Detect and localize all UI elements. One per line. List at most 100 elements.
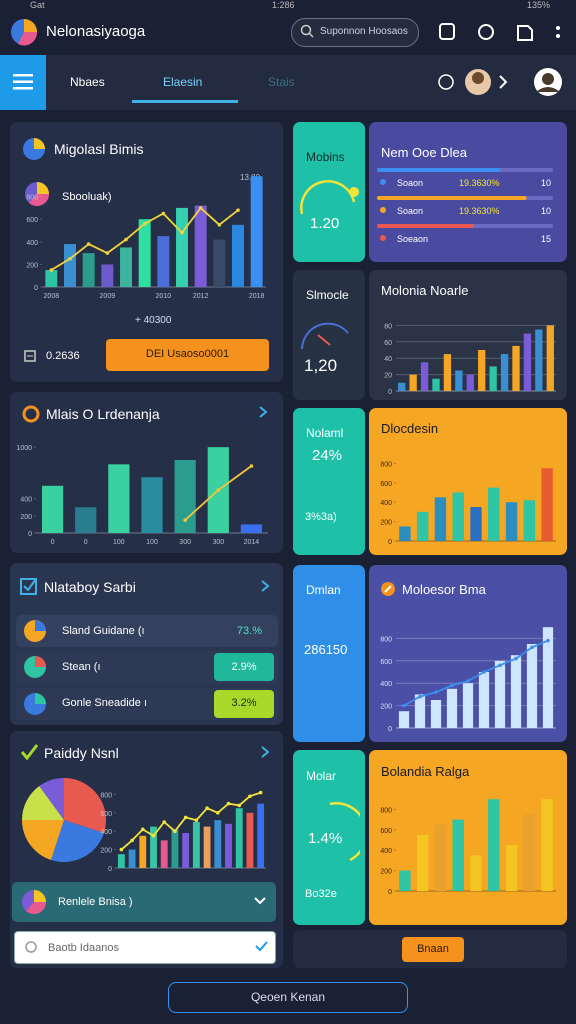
bar xyxy=(523,814,536,891)
sub-icon xyxy=(25,182,50,207)
metric-tile[interactable] xyxy=(293,270,365,400)
card-icon xyxy=(20,744,38,760)
line-point xyxy=(198,206,203,210)
line-point xyxy=(249,464,254,468)
tile-value: 286150 xyxy=(304,642,348,657)
y-tick-label: 0 xyxy=(108,866,112,873)
search-box[interactable] xyxy=(291,18,419,47)
bar xyxy=(488,799,500,891)
row-right: 15 xyxy=(541,234,551,244)
metric-tile[interactable] xyxy=(293,565,365,742)
line-point xyxy=(162,820,167,824)
bar xyxy=(523,333,532,391)
status-time: 1:286 xyxy=(272,0,295,10)
bar xyxy=(455,370,463,391)
nav-tab-active[interactable]: Elaesin xyxy=(163,75,203,89)
button[interactable] xyxy=(402,937,464,962)
bar xyxy=(488,487,500,541)
tile-value: 1.4% xyxy=(308,830,343,847)
bar xyxy=(75,507,97,533)
chart: 0 20 40 60 80 xyxy=(384,323,556,396)
footer-label: Renlele Bnisa ) xyxy=(58,896,133,908)
footer-button[interactable] xyxy=(168,982,408,1013)
bar xyxy=(235,808,243,868)
line-point xyxy=(142,221,147,226)
y-tick-label: 400 xyxy=(380,848,392,855)
bar xyxy=(452,819,464,891)
search-icon xyxy=(300,24,314,38)
button-label: Bnaan xyxy=(417,943,449,955)
bar xyxy=(478,350,486,391)
footer-row[interactable] xyxy=(12,882,276,922)
bar xyxy=(466,374,474,391)
y-tick-label: 200 xyxy=(26,262,38,269)
action-button[interactable] xyxy=(106,339,269,371)
card-icon xyxy=(23,138,45,160)
tile-title: Molar xyxy=(306,769,337,783)
chevron[interactable] xyxy=(258,579,272,593)
bar xyxy=(470,507,482,541)
action-button-label: DEI Usaoso0001 xyxy=(145,348,230,360)
x-tick-label: 300 xyxy=(179,539,191,546)
row-value: 73.% xyxy=(236,625,262,637)
bar xyxy=(489,366,497,391)
row-label: Soaon xyxy=(397,206,423,216)
bar xyxy=(214,820,222,868)
line-point xyxy=(183,518,187,522)
card-title: Molonia Noarle xyxy=(381,283,469,298)
y-tick-label: 200 xyxy=(380,869,392,876)
bar xyxy=(398,382,406,391)
chevron[interactable] xyxy=(256,405,270,419)
row-label: Sland Guidane (ı xyxy=(62,625,145,637)
line-point xyxy=(450,683,454,688)
bar xyxy=(250,176,263,287)
bar xyxy=(225,823,232,868)
header-icons[interactable] xyxy=(436,22,572,42)
bar xyxy=(416,834,429,891)
x-tick-label: 0 xyxy=(51,539,55,546)
chart: 0 200 400 600 800 xyxy=(100,790,266,873)
line-point xyxy=(418,694,422,699)
bar xyxy=(446,688,458,728)
input-icon xyxy=(25,941,37,953)
change-label: + 40300 xyxy=(135,315,172,326)
footer-value: 0.2636 xyxy=(46,350,80,362)
y-tick-label: 600 xyxy=(100,811,112,818)
line-point xyxy=(183,815,188,820)
y-tick-label: 0 xyxy=(388,389,392,396)
chevron[interactable] xyxy=(258,745,272,759)
line-point xyxy=(173,829,177,833)
row-label: Stean (ı xyxy=(62,661,101,673)
pie-slice xyxy=(22,820,64,860)
row-value: 3.2% xyxy=(231,697,257,709)
bar xyxy=(176,207,188,287)
chart: 0 200 400 600 800 2008 2009 2010 2012 2018 xyxy=(26,176,266,300)
nav-tab[interactable]: Stais xyxy=(268,75,295,89)
bar xyxy=(157,236,170,287)
y-tick-label: 20 xyxy=(384,373,392,380)
x-tick-label: 300 xyxy=(212,539,224,546)
bar xyxy=(139,835,147,868)
text-input[interactable] xyxy=(14,931,276,964)
line-point xyxy=(498,663,502,668)
y-tick-label: 600 xyxy=(380,659,392,666)
card-icon xyxy=(381,582,395,596)
y-tick-label: 200 xyxy=(380,520,392,527)
bar xyxy=(462,683,474,728)
footer-icon xyxy=(24,350,36,362)
bar xyxy=(432,378,440,391)
line-point xyxy=(236,208,240,212)
bar xyxy=(45,270,58,287)
nav-tab[interactable]: Nbaes xyxy=(70,75,105,89)
list-row[interactable] xyxy=(16,615,278,647)
line-point xyxy=(216,488,221,492)
y-tick-label: 0 xyxy=(388,889,392,896)
line-point xyxy=(482,670,486,674)
y-tick-label: 0 xyxy=(388,726,392,733)
line-point xyxy=(205,806,209,810)
metric-tile[interactable] xyxy=(293,408,365,555)
metric-tile[interactable] xyxy=(293,750,365,925)
nav-icons[interactable] xyxy=(436,66,576,100)
bar xyxy=(128,849,136,868)
bar xyxy=(399,526,411,541)
